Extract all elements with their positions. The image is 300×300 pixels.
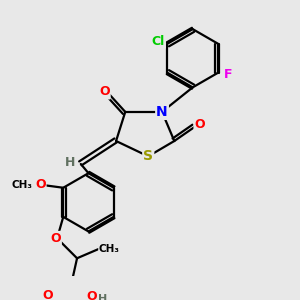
Text: O: O	[86, 290, 97, 300]
Text: Cl: Cl	[152, 35, 165, 48]
Text: N: N	[156, 105, 168, 119]
Text: H: H	[98, 294, 108, 300]
Text: O: O	[35, 178, 46, 191]
Text: O: O	[50, 232, 61, 245]
Text: O: O	[99, 85, 110, 98]
Text: S: S	[143, 149, 153, 163]
Text: CH₃: CH₃	[11, 180, 32, 190]
Text: F: F	[224, 68, 232, 81]
Text: H: H	[65, 156, 75, 169]
Text: O: O	[194, 118, 205, 130]
Text: CH₃: CH₃	[99, 244, 120, 254]
Text: O: O	[43, 289, 53, 300]
